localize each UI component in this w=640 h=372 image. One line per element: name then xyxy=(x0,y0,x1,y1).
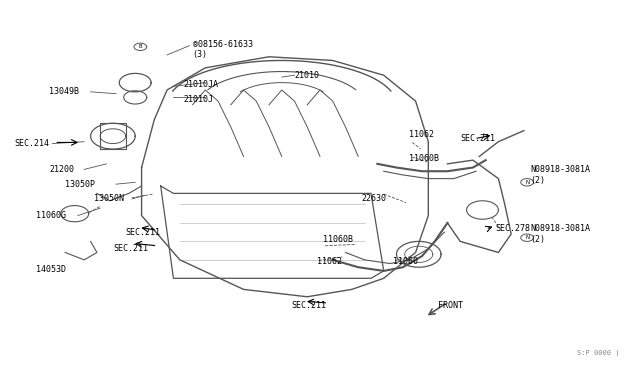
Text: 11062: 11062 xyxy=(317,257,342,266)
Text: SEC.211: SEC.211 xyxy=(291,301,326,311)
Text: FRONT: FRONT xyxy=(438,301,463,311)
Text: SEC.214: SEC.214 xyxy=(14,139,49,148)
Text: 11060B: 11060B xyxy=(323,235,353,244)
Text: 13050N: 13050N xyxy=(94,195,124,203)
Text: 21010: 21010 xyxy=(294,71,319,80)
Text: SEC.211: SEC.211 xyxy=(125,228,161,237)
Text: 11062: 11062 xyxy=(409,130,434,139)
Text: SEC.211: SEC.211 xyxy=(460,134,495,142)
Text: 11060B: 11060B xyxy=(409,154,439,163)
Text: N08918-3081A
(2): N08918-3081A (2) xyxy=(531,224,590,244)
Text: 14053D: 14053D xyxy=(36,264,67,273)
Text: 21010JA: 21010JA xyxy=(183,80,218,89)
Text: 13049B: 13049B xyxy=(49,87,79,96)
Text: 11060: 11060 xyxy=(394,257,419,266)
Text: S:P 0000 ): S:P 0000 ) xyxy=(577,349,620,356)
Text: N08918-3081A
(2): N08918-3081A (2) xyxy=(531,165,590,185)
Text: SEC.211: SEC.211 xyxy=(113,244,148,253)
Text: B: B xyxy=(138,44,142,49)
Text: ®08156-61633
(3): ®08156-61633 (3) xyxy=(193,40,253,59)
Text: 13050P: 13050P xyxy=(65,180,95,189)
Text: 22630: 22630 xyxy=(362,195,387,203)
Text: 11060G: 11060G xyxy=(36,211,67,220)
Text: N: N xyxy=(525,235,529,240)
Text: 21200: 21200 xyxy=(49,165,74,174)
Text: N: N xyxy=(525,180,529,185)
Text: SEC.278: SEC.278 xyxy=(495,224,530,233)
Text: 21010J: 21010J xyxy=(183,95,213,104)
